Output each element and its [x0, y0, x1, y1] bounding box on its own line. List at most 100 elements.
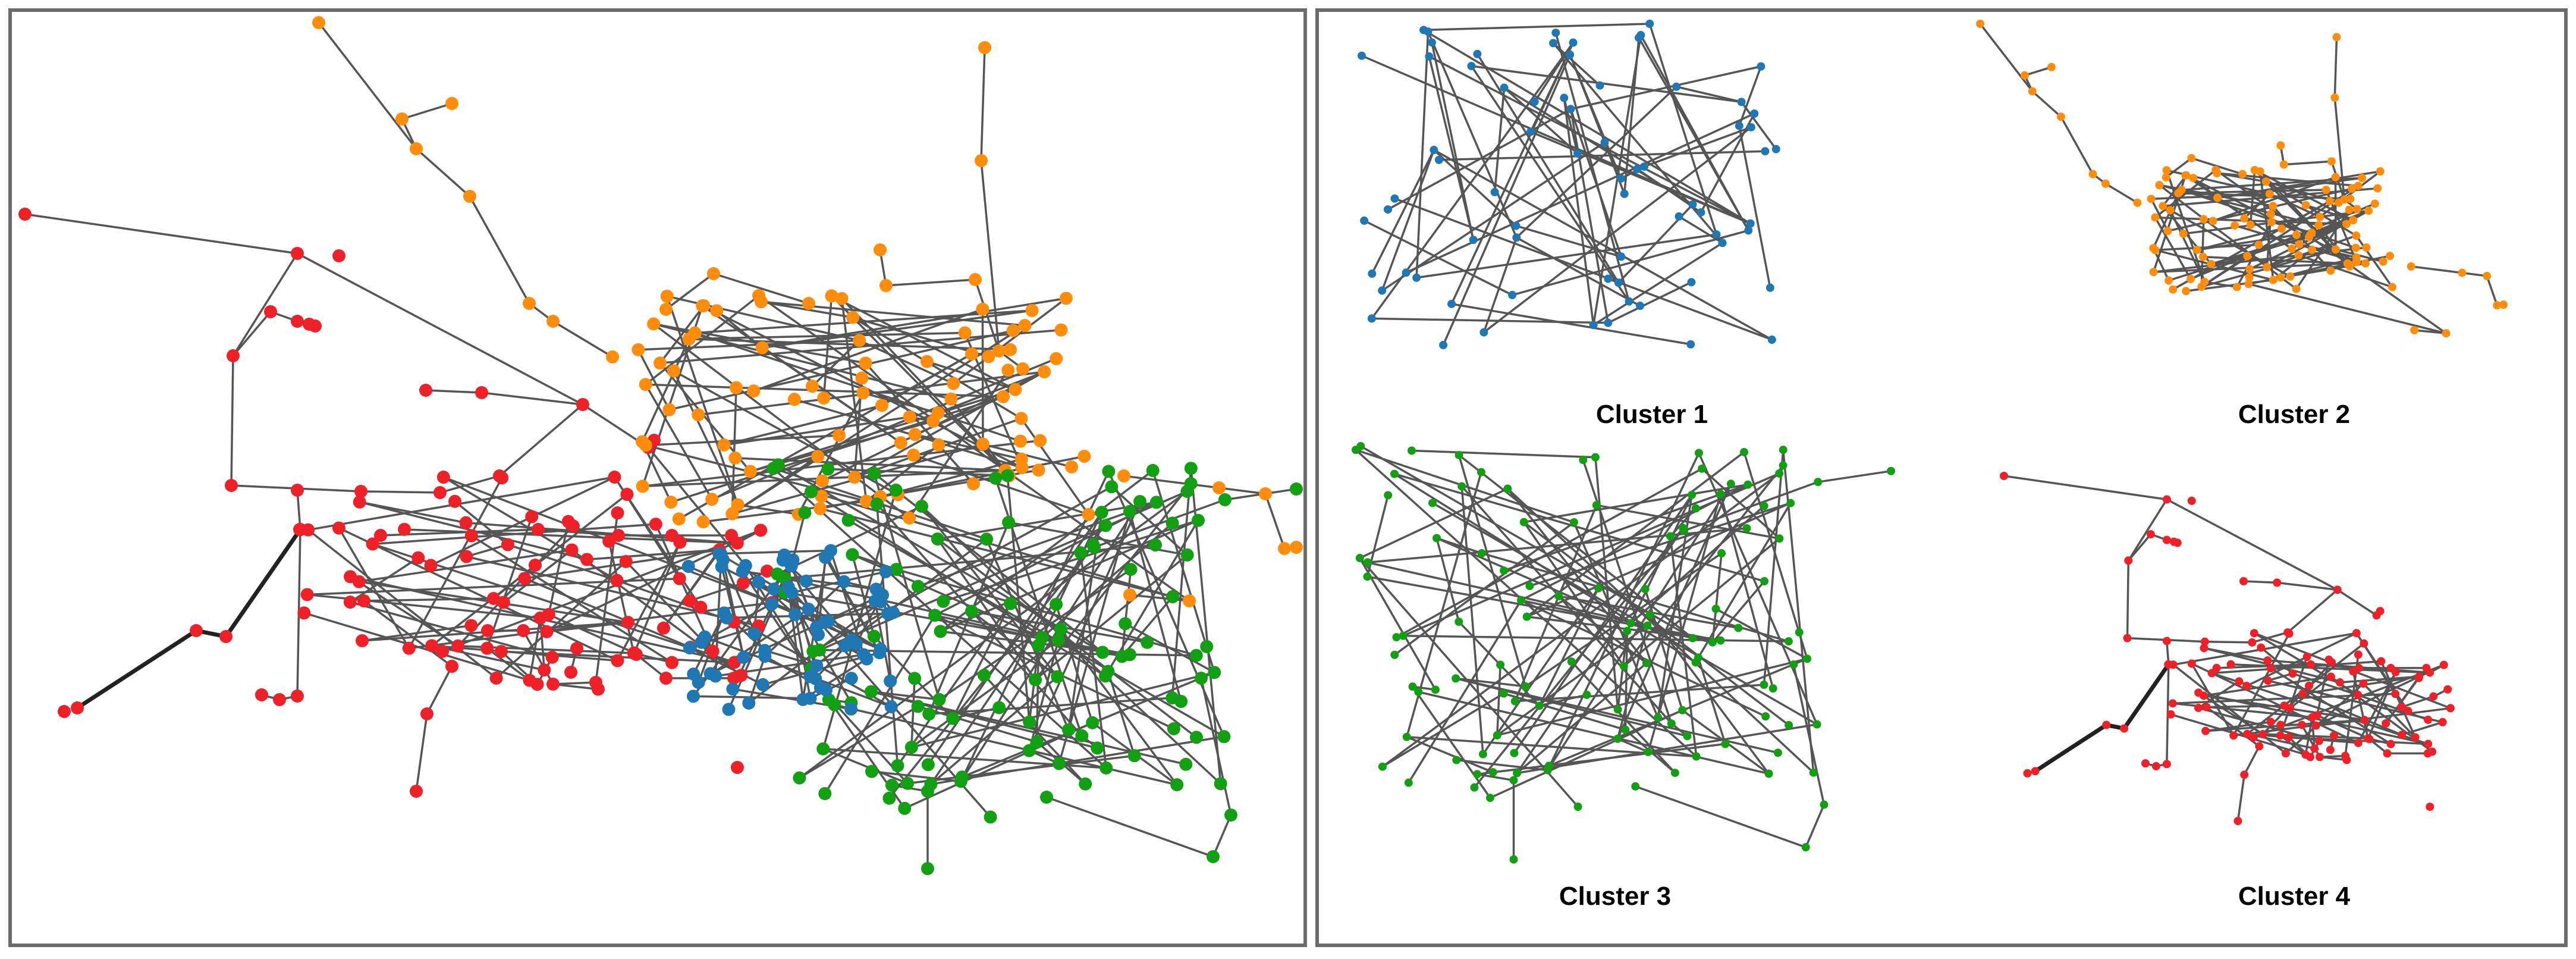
cluster-3-node [1051, 633, 1065, 647]
cluster-2-node [813, 502, 827, 515]
network-edge [1516, 236, 1641, 307]
cluster-4-node [480, 641, 494, 655]
network-edge [871, 690, 940, 701]
cluster-3-node [1814, 478, 1823, 487]
network-edge [1371, 149, 1435, 274]
network-edge [1573, 522, 1659, 718]
cluster-1-node [739, 559, 752, 572]
network-edge [1367, 561, 1648, 627]
network-edge [1617, 738, 1649, 753]
cluster-3-node [813, 643, 827, 657]
cluster-2-node [639, 438, 652, 452]
network-edge [539, 618, 546, 670]
network-edge [507, 543, 618, 582]
cluster-2-node [2326, 266, 2335, 275]
network-edge [469, 196, 530, 304]
cluster-4-node [2000, 472, 2008, 480]
cluster-1-node [1604, 274, 1613, 283]
cluster-4-node [2276, 720, 2285, 729]
cluster-3-node [1408, 682, 1417, 691]
cluster-2-node [2213, 193, 2222, 202]
cluster-1-node [1757, 62, 1765, 71]
network-edge [2213, 176, 2336, 222]
cluster-3-node [1095, 506, 1108, 519]
network-edge [985, 538, 1070, 731]
network-edge [653, 323, 910, 519]
cluster-4-node [354, 485, 367, 498]
cluster-4-node [71, 701, 84, 714]
network-edge [408, 477, 503, 649]
cluster-4-node [2286, 704, 2295, 713]
network-edge [695, 332, 1021, 443]
cluster-3-node [1414, 688, 1423, 697]
cluster-2-node [2209, 217, 2217, 225]
cluster-3-node [924, 778, 938, 791]
cluster-3-node [821, 462, 835, 476]
cluster-2-node [688, 326, 702, 340]
network-edge [918, 705, 1038, 743]
cluster-1-node [776, 553, 790, 567]
cluster-3-node [1141, 635, 1154, 649]
network-edge [913, 454, 1089, 516]
cluster-4-node [518, 572, 532, 585]
network-edge [2159, 184, 2297, 290]
cluster-3-node [1208, 666, 1221, 679]
cluster-2-node [2387, 283, 2396, 292]
cluster-2-node [2286, 272, 2295, 281]
network-edge [698, 371, 1045, 416]
cluster-3-node [1711, 604, 1720, 613]
network-edge [363, 597, 494, 602]
network-edge [1442, 54, 1571, 346]
cluster-2-node [2165, 276, 2173, 285]
network-edge [2181, 189, 2357, 249]
cluster-2-node [2269, 202, 2277, 211]
network-edge [1435, 538, 1460, 622]
cluster-4-node [2258, 729, 2267, 738]
network-edge [1415, 32, 1430, 278]
network-edge [586, 549, 720, 561]
network-edge [2191, 662, 2359, 744]
network-edge [2151, 193, 2270, 200]
network-edge [2316, 714, 2369, 739]
cluster-3-node [865, 764, 879, 778]
cluster-3-node [1795, 628, 1804, 637]
cluster-3-node [1513, 769, 1522, 778]
cluster-4-node [611, 654, 624, 667]
cluster-4-node [2446, 704, 2455, 713]
cluster-4-node [2201, 726, 2210, 735]
cluster-2-node [908, 428, 922, 441]
cluster-4-node [542, 607, 555, 621]
network-edge [1569, 54, 1622, 179]
cluster-2-node [1038, 365, 1051, 378]
cluster-3-node [1002, 516, 1016, 529]
cluster-3-node [1535, 701, 1544, 710]
network-edge [1647, 493, 1722, 753]
cluster-2-node [743, 465, 757, 478]
cluster-2-node [2308, 245, 2317, 254]
cluster-3-node [1051, 670, 1064, 684]
network-edge [2243, 745, 2260, 776]
cluster-3-node [1001, 469, 1014, 482]
network-edge [2204, 640, 2253, 644]
network-edge [1623, 537, 1780, 667]
cluster-2-node [1014, 434, 1028, 448]
cluster-2-node [975, 154, 988, 167]
cluster-2-node [2261, 177, 2270, 186]
cluster-2-node [947, 377, 960, 390]
cluster-4-node [2315, 753, 2324, 761]
cluster-2-node [410, 142, 423, 155]
cluster-3-node [1740, 447, 1749, 456]
cluster-1-node [1368, 269, 1377, 278]
cluster-4-node [540, 625, 554, 638]
cluster-2-node [978, 41, 991, 54]
network-edge [1496, 665, 1501, 736]
cluster-3-node [1594, 584, 1603, 593]
network-edge [359, 501, 466, 524]
cluster-4-node [734, 669, 748, 682]
cluster-4-node [546, 678, 560, 691]
network-edge [862, 391, 938, 414]
cluster-4-node [2352, 629, 2361, 638]
cluster-4-node [2359, 679, 2368, 688]
cluster-3-node [904, 741, 918, 754]
cluster-3-node [885, 779, 899, 792]
